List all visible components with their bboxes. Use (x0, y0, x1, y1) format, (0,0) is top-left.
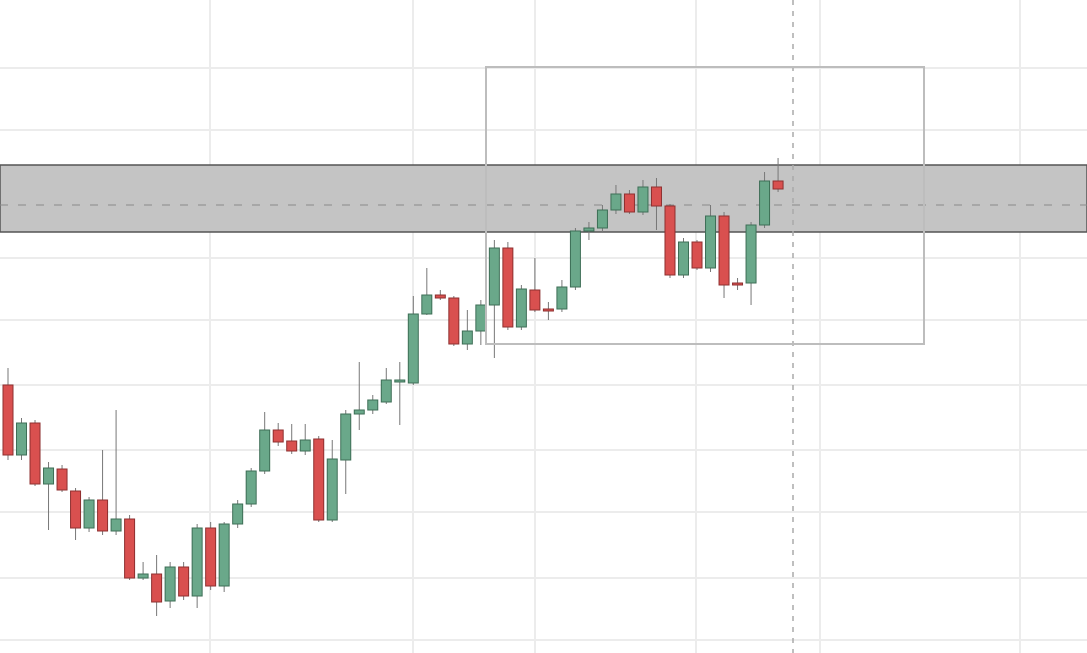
candle-body (56, 468, 68, 491)
candle-body (448, 297, 460, 345)
candle-body (394, 379, 406, 383)
candle-body (16, 422, 28, 456)
candle-body (380, 379, 392, 403)
candle-body (245, 470, 257, 505)
resistance-zone (0, 164, 1087, 233)
candle-body (488, 247, 500, 306)
candle-body (232, 503, 244, 525)
candle-body (772, 180, 784, 190)
candle-body (259, 429, 271, 472)
candle-body (502, 247, 514, 328)
candle-body (218, 523, 230, 587)
candle-body (556, 286, 568, 310)
candle-body (313, 438, 325, 521)
candle-body (678, 241, 689, 276)
candle-body (515, 288, 527, 328)
candle-body (326, 458, 338, 521)
candle-body (340, 413, 352, 461)
candle-body (434, 294, 446, 299)
candle-body (623, 193, 635, 213)
candle-body (286, 440, 298, 452)
candle-body (583, 227, 595, 232)
candle-body (569, 230, 581, 288)
candle-body (745, 224, 757, 284)
candle-body (164, 566, 176, 602)
candle-body (124, 518, 136, 579)
candle-body (610, 193, 622, 211)
candle-body (421, 294, 433, 315)
candle-body (2, 384, 14, 456)
candle-body (691, 241, 703, 269)
candle-body (353, 409, 365, 415)
candle-body (110, 518, 122, 532)
candle-body (205, 527, 217, 587)
candle-body (191, 527, 203, 597)
candle-body (407, 313, 419, 384)
candle-body (475, 304, 487, 332)
candles (2, 158, 784, 616)
candle-body (664, 205, 676, 276)
candle-body (137, 573, 149, 579)
candle-body (299, 439, 311, 452)
candle-body (43, 467, 55, 485)
candle-body (529, 289, 541, 311)
candle-body (650, 186, 662, 207)
candle-body (83, 499, 95, 529)
candle-body (718, 215, 730, 286)
candle-body (705, 215, 717, 269)
candle-body (367, 399, 379, 411)
candle-body (759, 180, 771, 226)
candle-body (70, 490, 82, 529)
highlight-box (485, 66, 925, 345)
candle-body (272, 429, 284, 443)
candle-body (542, 308, 554, 312)
candle-body (732, 282, 744, 286)
candle-body (29, 422, 41, 485)
candle-body (151, 573, 163, 603)
candle-body (178, 566, 190, 597)
candle-body (97, 499, 109, 532)
candle-body (596, 209, 608, 229)
candle-body (637, 186, 649, 213)
candle-body (461, 330, 473, 345)
